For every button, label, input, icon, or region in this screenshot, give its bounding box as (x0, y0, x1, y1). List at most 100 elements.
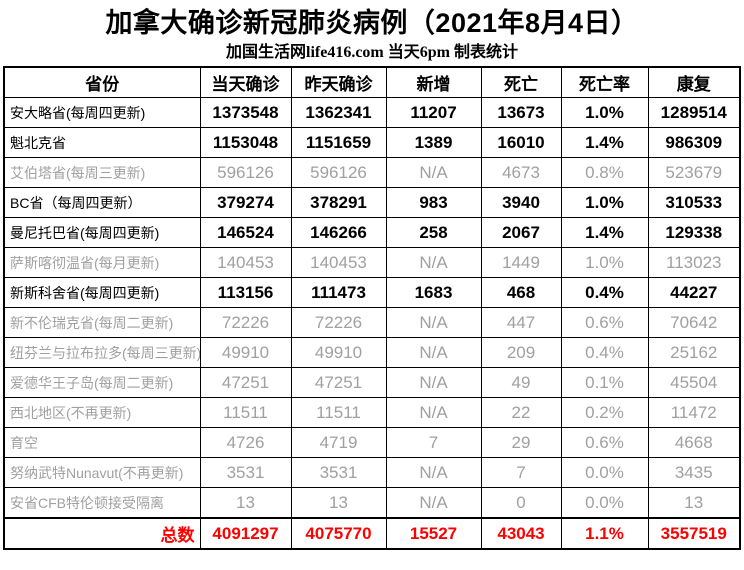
value-cell: 0.6% (560, 427, 649, 458)
value-cell: N/A (385, 457, 482, 488)
value-cell: 11472 (647, 397, 741, 428)
value-cell: 113023 (647, 247, 741, 278)
value-cell: 13 (290, 487, 387, 519)
value-cell: 1.0% (560, 97, 649, 128)
value-cell: 1449 (480, 247, 562, 278)
province-cell: 纽芬兰与拉布拉多(每周三更新) (3, 337, 201, 368)
value-cell: 11511 (290, 397, 387, 428)
value-cell: 468 (480, 277, 562, 308)
value-cell: 0.4% (560, 337, 649, 368)
value-cell: 7 (480, 457, 562, 488)
value-cell: 16010 (480, 127, 562, 158)
value-cell: 209 (480, 337, 562, 368)
value-cell: 72226 (290, 307, 387, 338)
value-cell: 379274 (199, 187, 292, 218)
value-cell: 3531 (199, 457, 292, 488)
value-cell: N/A (385, 307, 482, 338)
value-cell: 47251 (290, 367, 387, 398)
value-cell: N/A (385, 487, 482, 519)
province-cell: 新不伦瑞克省(每周二更新) (3, 307, 201, 338)
value-cell: 13673 (480, 97, 562, 128)
total-value-cell: 1.1% (560, 517, 649, 550)
value-cell: 113156 (199, 277, 292, 308)
value-cell: 1153048 (199, 127, 292, 158)
value-cell: 1.4% (560, 217, 649, 248)
value-cell: 1.4% (560, 127, 649, 158)
province-cell: 艾伯塔省(每周三更新) (3, 157, 201, 188)
value-cell: 0.6% (560, 307, 649, 338)
value-cell: 0.1% (560, 367, 649, 398)
value-cell: 49910 (290, 337, 387, 368)
value-cell: 4726 (199, 427, 292, 458)
value-cell: 983 (385, 187, 482, 218)
table-row: 魁北克省 1153048 1151659 1389 16010 1.4% 986… (3, 127, 741, 158)
value-cell: 29 (480, 427, 562, 458)
value-cell: 1389 (385, 127, 482, 158)
col-header-deaths: 死亡 (480, 66, 562, 98)
value-cell: 45504 (647, 367, 741, 398)
covid-stats-table: 省份 当天确诊 昨天确诊 新增 死亡 死亡率 康复 安大略省(每周四更新) 13… (3, 66, 741, 550)
col-header-province: 省份 (3, 66, 201, 98)
total-value-cell: 43043 (480, 517, 562, 550)
value-cell: 3940 (480, 187, 562, 218)
col-header-today: 当天确诊 (199, 66, 292, 98)
value-cell: 447 (480, 307, 562, 338)
value-cell: N/A (385, 397, 482, 428)
value-cell: 140453 (290, 247, 387, 278)
value-cell: 0.0% (560, 487, 649, 519)
province-cell: 努纳武特Nunavut(不再更新) (3, 457, 201, 488)
value-cell: 4673 (480, 157, 562, 188)
value-cell: 1.0% (560, 187, 649, 218)
value-cell: 596126 (290, 157, 387, 188)
table-row: 新斯科舍省(每周四更新) 113156 111473 1683 468 0.4%… (3, 277, 741, 308)
total-row: 总数 4091297 4075770 15527 43043 1.1% 3557… (3, 517, 741, 550)
value-cell: 146524 (199, 217, 292, 248)
value-cell: 72226 (199, 307, 292, 338)
table-row: 西北地区(不再更新) 11511 11511 N/A 22 0.2% 11472 (3, 397, 741, 428)
value-cell: 49 (480, 367, 562, 398)
value-cell: 13 (199, 487, 292, 519)
table-row: 纽芬兰与拉布拉多(每周三更新) 49910 49910 N/A 209 0.4%… (3, 337, 741, 368)
value-cell: 4668 (647, 427, 741, 458)
table-row: 努纳武特Nunavut(不再更新) 3531 3531 N/A 7 0.0% 3… (3, 457, 741, 488)
subtitle: 加国生活网life416.com 当天6pm 制表统计 (226, 44, 518, 61)
value-cell: 1151659 (290, 127, 387, 158)
value-cell: 111473 (290, 277, 387, 308)
value-cell: 70642 (647, 307, 741, 338)
value-cell: 986309 (647, 127, 741, 158)
value-cell: 146266 (290, 217, 387, 248)
table-row: 爱德华王子岛(每周二更新) 47251 47251 N/A 49 0.1% 45… (3, 367, 741, 398)
value-cell: 523679 (647, 157, 741, 188)
total-label: 总数 (3, 517, 201, 550)
total-value-cell: 4091297 (199, 517, 292, 550)
total-value-cell: 3557519 (647, 517, 741, 550)
table-row: BC省（每周四更新） 379274 378291 983 3940 1.0% 3… (3, 187, 741, 218)
province-cell: 魁北克省 (3, 127, 201, 158)
table-row: 艾伯塔省(每周三更新) 596126 596126 N/A 4673 0.8% … (3, 157, 741, 188)
value-cell: 1373548 (199, 97, 292, 128)
value-cell: 44227 (647, 277, 741, 308)
province-cell: 曼尼托巴省(每周四更新) (3, 217, 201, 248)
value-cell: N/A (385, 367, 482, 398)
value-cell: 2067 (480, 217, 562, 248)
value-cell: 1362341 (290, 97, 387, 128)
value-cell: 25162 (647, 337, 741, 368)
value-cell: 11511 (199, 397, 292, 428)
header-row: 省份 当天确诊 昨天确诊 新增 死亡 死亡率 康复 (3, 66, 741, 98)
table-row: 曼尼托巴省(每周四更新) 146524 146266 258 2067 1.4%… (3, 217, 741, 248)
province-cell: 西北地区(不再更新) (3, 397, 201, 428)
value-cell: 310533 (647, 187, 741, 218)
value-cell: 1683 (385, 277, 482, 308)
total-value-cell: 15527 (385, 517, 482, 550)
value-cell: N/A (385, 337, 482, 368)
value-cell: N/A (385, 157, 482, 188)
value-cell: 0.4% (560, 277, 649, 308)
value-cell: 140453 (199, 247, 292, 278)
value-cell: 0.8% (560, 157, 649, 188)
value-cell: 596126 (199, 157, 292, 188)
value-cell: 13 (647, 487, 741, 519)
col-header-death-rate: 死亡率 (560, 66, 649, 98)
value-cell: 258 (385, 217, 482, 248)
province-cell: 萨斯喀彻温省(每月更新) (3, 247, 201, 278)
